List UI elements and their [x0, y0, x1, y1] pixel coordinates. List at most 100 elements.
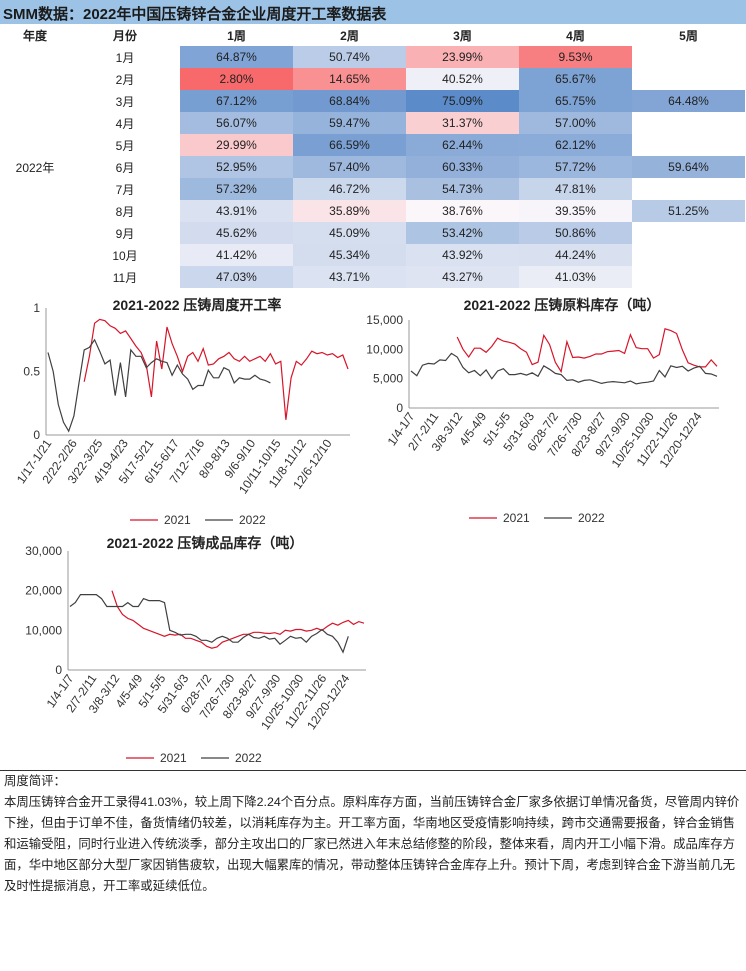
table-row: 11月 47.03% 43.71% 43.27% 41.03% — [0, 266, 745, 288]
divider — [0, 770, 746, 771]
header-year: 年度 — [22, 28, 47, 43]
year-cell: 2022年 — [15, 160, 55, 175]
rate-cell-week-2: 68.84% — [293, 90, 406, 112]
rate-cell-week-5 — [632, 68, 745, 90]
month-cell: 4月 — [115, 116, 135, 131]
series-line-2021 — [83, 318, 349, 420]
rate-cell-week-2: 59.47% — [293, 112, 406, 134]
table-row: 7月 57.32% 46.72% 54.73% 47.81% — [0, 178, 745, 200]
rate-cell-week-4: 62.12% — [519, 134, 632, 156]
rate-cell-week-1: 2.80% — [180, 68, 293, 90]
rate-cell-week-4: 50.86% — [519, 222, 632, 244]
rate-cell-week-4: 65.75% — [519, 90, 632, 112]
table-row: 3月 67.12% 68.84% 75.09% 65.75% 64.48% — [0, 90, 745, 112]
rate-cell-week-5 — [632, 46, 745, 68]
rate-cell-week-2: 35.89% — [293, 200, 406, 222]
table-row: 4月 56.07% 59.47% 31.37% 57.00% — [0, 112, 745, 134]
commentary-heading: 周度简评： — [4, 774, 66, 788]
rate-cell-week-2: 43.71% — [293, 266, 406, 288]
chart-title: 2021-2022 压铸周度开工率 — [113, 297, 282, 313]
legend-label: 2022 — [239, 513, 266, 527]
month-cell: 10月 — [112, 248, 138, 263]
rate-cell-week-4: 9.53% — [519, 46, 632, 68]
rate-cell-week-1: 67.12% — [180, 90, 293, 112]
rate-cell-week-4: 65.67% — [519, 68, 632, 90]
rate-cell-week-5: 59.64% — [632, 156, 745, 178]
rate-cell-week-4: 44.24% — [519, 244, 632, 266]
rate-cell-week-1: 41.42% — [180, 244, 293, 266]
chart-title: 2021-2022 压铸原料库存（吨） — [464, 297, 661, 313]
rate-cell-week-3: 31.37% — [406, 112, 519, 134]
y-tick-label: 0 — [55, 663, 62, 677]
month-cell: 2月 — [115, 72, 135, 87]
rate-cell-week-3: 38.76% — [406, 200, 519, 222]
rate-cell-week-5 — [632, 112, 745, 134]
y-tick-label: 0 — [33, 428, 40, 442]
series-line-2021 — [456, 328, 718, 374]
month-cell: 11月 — [112, 270, 138, 285]
header-week-4: 4周 — [566, 28, 585, 43]
month-cell: 1月 — [115, 50, 135, 65]
rate-cell-week-3: 62.44% — [406, 134, 519, 156]
legend-label: 2021 — [503, 511, 530, 525]
rate-cell-week-1: 56.07% — [180, 112, 293, 134]
rate-cell-week-4: 41.03% — [519, 266, 632, 288]
rate-cell-week-5: 51.25% — [632, 200, 745, 222]
table-row: 2022年 1月 64.87% 50.74% 23.99% 9.53% — [0, 46, 745, 175]
rate-cell-week-3: 40.52% — [406, 68, 519, 90]
raw-material-inventory-chart: 2021-2022 压铸原料库存（吨）05,00010,00015,0001/4… — [366, 297, 719, 525]
rate-cell-week-2: 57.40% — [293, 156, 406, 178]
rate-cell-week-3: 54.73% — [406, 178, 519, 200]
rate-cell-week-2: 45.34% — [293, 244, 406, 266]
rate-cell-week-2: 50.74% — [293, 46, 406, 68]
operating-rate-chart: 2021-2022 压铸周度开工率00.511/17-1/212/22-2/26… — [14, 297, 350, 527]
table-row: 10月 41.42% 45.34% 43.92% 44.24% — [0, 244, 745, 266]
chart-title: 2021-2022 压铸成品库存（吨） — [107, 535, 304, 551]
rate-cell-week-2: 45.09% — [293, 222, 406, 244]
rate-cell-week-1: 47.03% — [180, 266, 293, 288]
rate-cell-week-5 — [632, 244, 745, 266]
rate-cell-week-3: 53.42% — [406, 222, 519, 244]
header-month: 月份 — [112, 28, 137, 43]
month-cell: 3月 — [115, 94, 135, 109]
legend-label: 2022 — [578, 511, 605, 525]
y-tick-label: 5,000 — [373, 372, 403, 386]
rate-cell-week-3: 43.27% — [406, 266, 519, 288]
rate-cell-week-5 — [632, 222, 745, 244]
month-cell: 5月 — [115, 138, 135, 153]
legend-label: 2022 — [235, 751, 262, 765]
y-tick-label: 15,000 — [366, 313, 403, 327]
rate-cell-week-4: 57.00% — [519, 112, 632, 134]
rate-cell-week-4: 39.35% — [519, 200, 632, 222]
page-title: SMM数据：2022年中国压铸锌合金企业周度开工率数据表 — [3, 6, 387, 23]
weekly-commentary: 周度简评： 本周压铸锌合金开工录得41.03%，较上周下降2.24个百分点。原料… — [0, 771, 746, 897]
commentary-text: 本周压铸锌合金开工录得41.03%，较上周下降2.24个百分点。原料库存方面，当… — [4, 795, 740, 893]
header-week-5: 5周 — [679, 28, 698, 43]
rate-cell-week-5 — [632, 134, 745, 156]
finished-goods-inventory-chart: 2021-2022 压铸成品库存（吨）010,00020,00030,0001/… — [25, 535, 366, 765]
month-cell: 7月 — [115, 182, 135, 197]
series-line-2021 — [111, 590, 365, 649]
rate-cell-week-3: 60.33% — [406, 156, 519, 178]
table-row: 2月 2.80% 14.65% 40.52% 65.67% — [0, 68, 745, 90]
y-tick-label: 10,000 — [366, 342, 403, 356]
legend-label: 2021 — [160, 751, 187, 765]
rate-cell-week-2: 46.72% — [293, 178, 406, 200]
rate-cell-week-4: 57.72% — [519, 156, 632, 178]
header-week-2: 2周 — [340, 28, 359, 43]
rate-cell-week-5 — [632, 178, 745, 200]
rate-cell-week-1: 45.62% — [180, 222, 293, 244]
legend-label: 2021 — [164, 513, 191, 527]
rate-cell-week-3: 75.09% — [406, 90, 519, 112]
y-tick-label: 20,000 — [25, 584, 62, 598]
y-tick-label: 10,000 — [25, 623, 62, 637]
table-row: 8月 43.91% 35.89% 38.76% 39.35% 51.25% — [0, 200, 745, 222]
month-cell: 8月 — [115, 204, 135, 219]
y-tick-label: 0 — [396, 401, 403, 415]
rate-cell-week-1: 43.91% — [180, 200, 293, 222]
title-bar: SMM数据：2022年中国压铸锌合金企业周度开工率数据表 — [0, 0, 746, 24]
rate-cell-week-1: 29.99% — [180, 134, 293, 156]
table-header-row: 年度 月份 1周 2周 3周 4周 5周 — [0, 24, 745, 46]
rate-cell-week-3: 23.99% — [406, 46, 519, 68]
rate-cell-week-3: 43.92% — [406, 244, 519, 266]
